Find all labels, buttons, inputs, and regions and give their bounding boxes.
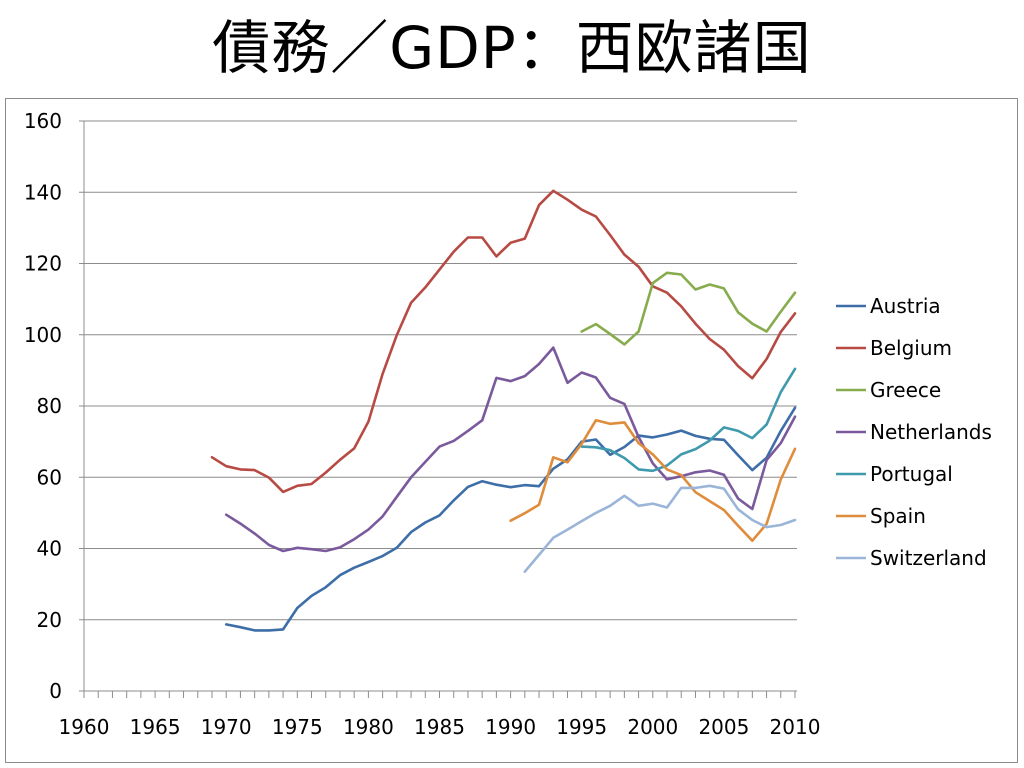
x-tick-label: 1985 [414,715,465,739]
y-tick-label: 0 [49,679,62,703]
x-tick-label: 2005 [698,715,749,739]
axes: 0 20 40 60 80 100 120 140 160 1960 1965 1970 1975 198… [24,109,821,739]
series-line-greece [580,271,797,346]
y-tick-label: 100 [24,323,62,347]
y-tick-label: 40 [37,537,62,561]
series-lines [210,189,797,632]
y-tick-label: 20 [37,608,62,632]
slide-title: 債務／GDP：西欧諸国 [212,14,812,82]
legend-label-austria: Austria [870,294,941,318]
legend-label-netherlands: Netherlands [870,420,992,444]
legend-label-belgium: Belgium [870,336,952,360]
legend-label-portugal: Portugal [870,462,953,486]
x-tick-label: 1995 [556,715,607,739]
x-tick-label: 1960 [59,715,110,739]
series-line-austria [224,406,797,632]
series-line-spain [509,418,797,543]
grid-lines [84,120,797,621]
x-tick-label: 2000 [627,715,678,739]
y-tick-label: 60 [37,465,62,489]
series-line-switzerland [523,484,797,574]
series-line-belgium [210,189,797,494]
x-tick-label: 1965 [130,715,181,739]
legend: Austria Belgium Greece Netherlands Portugal S… [836,294,992,570]
x-tick-label: 2010 [770,715,821,739]
y-tick-label: 120 [24,252,62,276]
y-tick-label: 140 [24,180,62,204]
y-tick-label: 80 [37,394,62,418]
y-tick-label: 160 [24,109,62,133]
debt-gdp-line-chart: 0 20 40 60 80 100 120 140 160 1960 1965 1970 1975 198… [24,109,992,739]
x-tick-label: 1990 [485,715,536,739]
series-line-portugal [580,367,797,473]
chart-area: 0 20 40 60 80 100 120 140 160 1960 1965 1970 1975 198… [5,98,1018,763]
x-tick-label: 1970 [201,715,252,739]
x-tick-label: 1975 [272,715,323,739]
legend-label-spain: Spain [870,504,926,528]
legend-label-greece: Greece [870,378,941,402]
series-line-netherlands [224,346,797,553]
x-tick-label: 1980 [343,715,394,739]
legend-label-switzerland: Switzerland [870,546,987,570]
